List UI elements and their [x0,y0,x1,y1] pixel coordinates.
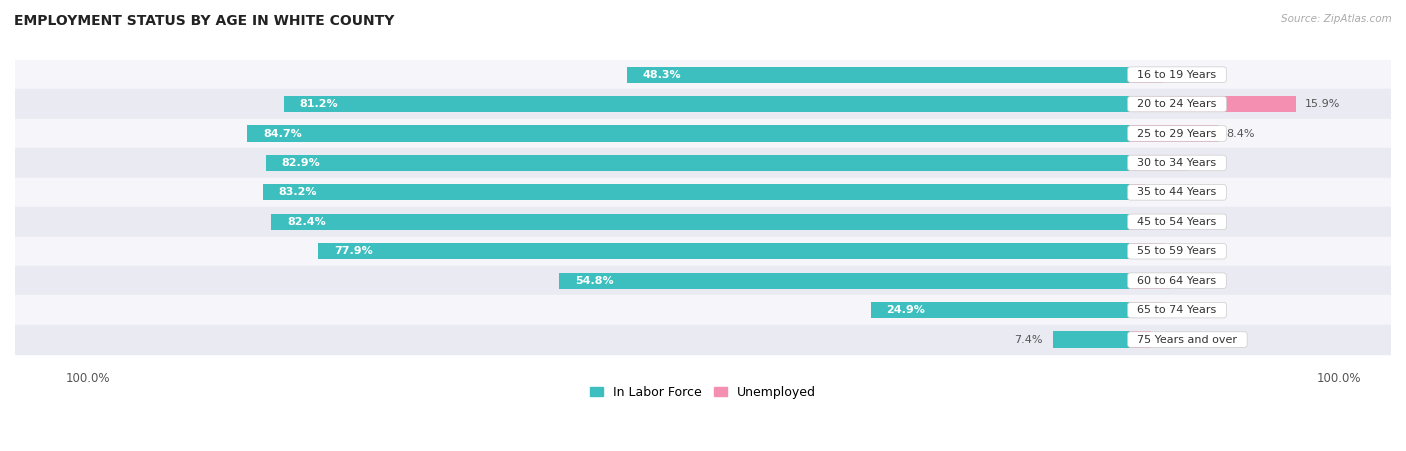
Text: 24.9%: 24.9% [886,305,925,315]
Text: 3.1%: 3.1% [1171,69,1199,80]
Bar [15,295,1391,325]
Bar [15,119,1391,148]
Text: 81.2%: 81.2% [299,99,339,109]
Bar [870,302,1130,318]
Text: 3.2%: 3.2% [1173,305,1201,315]
Text: 20 to 24 Years: 20 to 24 Years [1130,99,1223,109]
Text: 77.9%: 77.9% [335,246,373,256]
Text: 1.5%: 1.5% [1154,217,1182,227]
Text: 60 to 64 Years: 60 to 64 Years [1130,276,1223,285]
Text: 3.3%: 3.3% [1173,246,1201,256]
Bar [15,207,1391,236]
Bar [15,325,1391,354]
Bar [560,272,1130,289]
Text: 15.9%: 15.9% [1305,99,1340,109]
Text: 3.8%: 3.8% [1178,276,1206,285]
Text: 5.4%: 5.4% [1195,158,1223,168]
Bar [15,178,1391,207]
Text: Source: ZipAtlas.com: Source: ZipAtlas.com [1281,14,1392,23]
Text: 48.3%: 48.3% [643,69,681,80]
Text: 54.8%: 54.8% [575,276,613,285]
Bar [15,60,1391,89]
Text: 7.4%: 7.4% [1014,335,1043,345]
Bar [1130,96,1296,112]
Text: 2.0%: 2.0% [1160,335,1188,345]
Text: 1.4%: 1.4% [1153,187,1181,198]
Text: 75 Years and over: 75 Years and over [1130,335,1244,345]
Text: 25 to 29 Years: 25 to 29 Years [1130,129,1223,138]
Bar [1130,214,1146,230]
Text: 84.7%: 84.7% [263,129,302,138]
Bar [15,89,1391,119]
Bar [271,214,1130,230]
Text: 30 to 34 Years: 30 to 34 Years [1130,158,1223,168]
Text: 8.4%: 8.4% [1226,129,1254,138]
Bar [15,236,1391,266]
Text: 82.9%: 82.9% [281,158,321,168]
Bar [1053,331,1130,348]
Bar [1130,331,1152,348]
Bar [1130,67,1163,83]
Text: 55 to 59 Years: 55 to 59 Years [1130,246,1223,256]
Bar [247,125,1130,142]
Legend: In Labor Force, Unemployed: In Labor Force, Unemployed [585,381,821,404]
Bar [1130,272,1170,289]
Text: 82.4%: 82.4% [287,217,326,227]
Bar [263,184,1130,200]
Text: 65 to 74 Years: 65 to 74 Years [1130,305,1223,315]
Bar [15,266,1391,295]
Bar [1130,155,1187,171]
Bar [266,155,1130,171]
Bar [1130,302,1164,318]
Text: 16 to 19 Years: 16 to 19 Years [1130,69,1223,80]
Bar [627,67,1130,83]
Bar [318,243,1130,259]
Text: 35 to 44 Years: 35 to 44 Years [1130,187,1223,198]
Text: EMPLOYMENT STATUS BY AGE IN WHITE COUNTY: EMPLOYMENT STATUS BY AGE IN WHITE COUNTY [14,14,395,28]
Bar [1130,243,1164,259]
Bar [1130,184,1144,200]
Bar [284,96,1130,112]
Text: 45 to 54 Years: 45 to 54 Years [1130,217,1223,227]
Bar [15,148,1391,178]
Text: 83.2%: 83.2% [278,187,318,198]
Bar [1130,125,1218,142]
